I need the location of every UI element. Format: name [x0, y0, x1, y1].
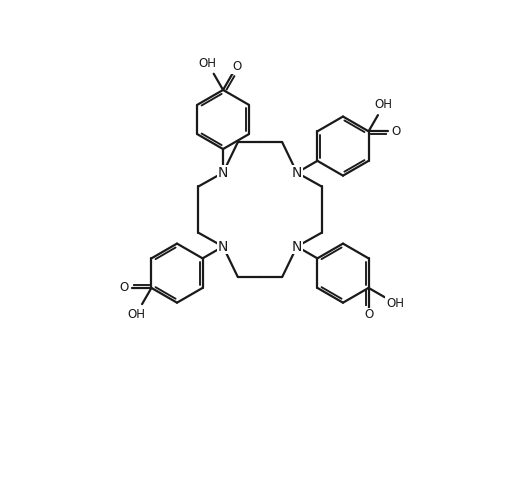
Text: N: N	[218, 240, 228, 253]
Text: OH: OH	[127, 308, 145, 321]
Text: N: N	[218, 166, 228, 180]
Text: OH: OH	[375, 99, 393, 112]
Text: N: N	[292, 240, 302, 253]
Text: O: O	[120, 281, 129, 294]
Text: OH: OH	[199, 57, 217, 70]
Text: O: O	[232, 60, 241, 73]
Text: O: O	[391, 125, 400, 138]
Text: N: N	[292, 166, 302, 180]
Text: OH: OH	[386, 297, 404, 310]
Text: O: O	[364, 308, 373, 322]
